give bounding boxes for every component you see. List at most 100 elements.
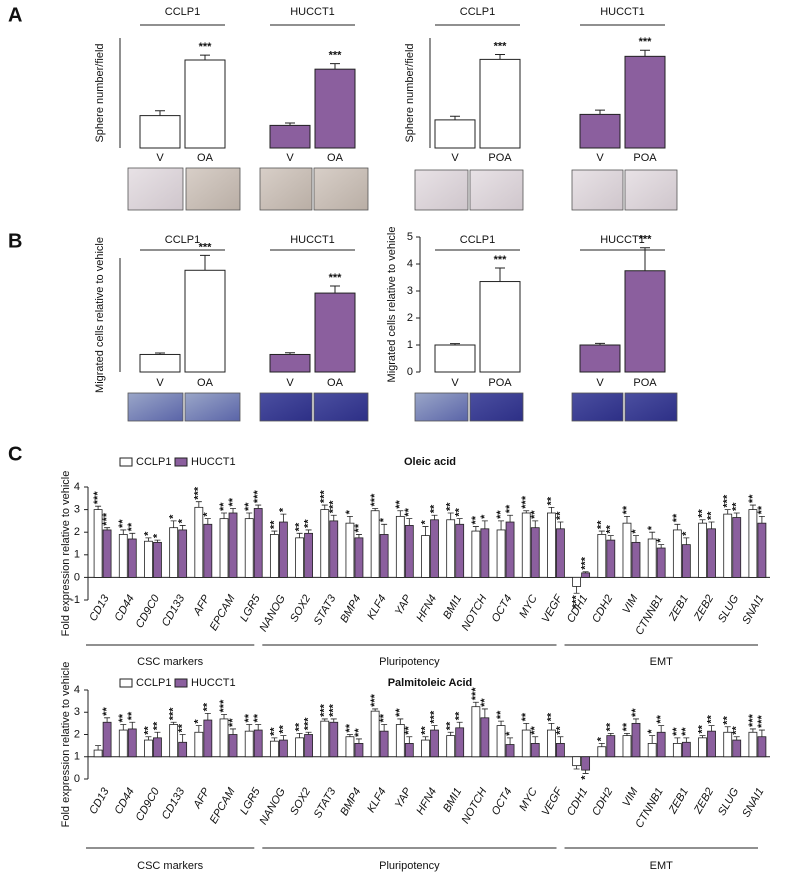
error-bar bbox=[640, 247, 650, 271]
bar bbox=[102, 721, 112, 758]
significance: *** bbox=[494, 40, 508, 52]
significance: ** bbox=[101, 707, 113, 716]
error-bar bbox=[246, 512, 253, 519]
category-label: MYC bbox=[517, 593, 540, 620]
significance: ** bbox=[268, 727, 280, 736]
group-label: HUCCT1 bbox=[600, 234, 645, 246]
error-bar bbox=[221, 512, 228, 519]
group-label: EMT bbox=[650, 860, 674, 872]
bar bbox=[496, 529, 506, 578]
y-axis-label: Fold expression relative to vehicle bbox=[60, 471, 72, 637]
error-bar bbox=[481, 708, 488, 718]
category-label: AFP bbox=[191, 785, 213, 811]
significance: ** bbox=[545, 712, 557, 721]
y-axis-label: Migrated cells relative to vehicle bbox=[386, 227, 398, 383]
category-label: EPCAM bbox=[208, 592, 238, 633]
error-bar bbox=[658, 544, 665, 549]
error-bar bbox=[285, 352, 295, 355]
bar bbox=[144, 540, 153, 578]
group-label: CSC markers bbox=[137, 656, 204, 668]
error-bar bbox=[355, 738, 362, 744]
y-tick-label: 0 bbox=[74, 571, 80, 583]
error-bar bbox=[649, 531, 656, 539]
significance: ** bbox=[302, 519, 314, 528]
group-label: Pluripotency bbox=[379, 656, 440, 668]
significance: ** bbox=[142, 725, 154, 734]
significance: *** bbox=[193, 486, 205, 500]
micrograph bbox=[571, 169, 624, 211]
bar bbox=[757, 522, 767, 578]
bar bbox=[757, 736, 767, 758]
error-bar bbox=[200, 254, 210, 271]
significance: ** bbox=[445, 721, 457, 730]
bar bbox=[707, 730, 716, 758]
chart-title: Palmitoleic Acid bbox=[388, 677, 473, 689]
significance: ** bbox=[671, 513, 683, 522]
significance: *** bbox=[218, 699, 230, 713]
significance: ** bbox=[495, 510, 507, 519]
error-bar bbox=[573, 586, 580, 594]
bar bbox=[446, 735, 456, 758]
legend-swatch bbox=[119, 678, 133, 688]
category-label: YAP bbox=[393, 592, 414, 617]
y-tick-label: 4 bbox=[407, 258, 413, 270]
micrograph bbox=[571, 392, 624, 422]
significance: ** bbox=[293, 722, 305, 731]
bar bbox=[631, 541, 641, 578]
error-bar bbox=[330, 718, 337, 723]
y-axis-label: Fold expression relative to vehicle bbox=[60, 662, 72, 828]
significance: ** bbox=[277, 724, 289, 733]
error-bar bbox=[495, 54, 505, 60]
group-label: HUCCT1 bbox=[290, 6, 335, 18]
bar bbox=[647, 743, 657, 758]
significance: *** bbox=[639, 36, 653, 48]
significance: * bbox=[646, 729, 658, 734]
y-axis-label: Sphere number/field bbox=[94, 43, 106, 142]
error-bar bbox=[649, 735, 656, 744]
significance: ** bbox=[520, 712, 532, 721]
significance: ** bbox=[403, 507, 415, 516]
bar bbox=[139, 353, 181, 373]
bar bbox=[118, 729, 128, 758]
bar bbox=[395, 515, 405, 578]
micrographs bbox=[127, 167, 678, 422]
bar bbox=[556, 743, 565, 758]
category-label: BMI1 bbox=[441, 786, 464, 814]
bar bbox=[314, 68, 356, 149]
significance: * bbox=[151, 533, 163, 538]
category-label: VIM bbox=[620, 785, 641, 809]
micrograph bbox=[469, 169, 524, 211]
category-label: MYC bbox=[517, 786, 540, 813]
error-bar bbox=[285, 122, 295, 126]
significance: * bbox=[504, 731, 516, 736]
significance: ** bbox=[445, 502, 457, 511]
bar bbox=[345, 736, 355, 758]
category-label: VEGF bbox=[540, 785, 566, 818]
error-bar bbox=[321, 504, 328, 510]
bar bbox=[672, 743, 682, 758]
bar bbox=[244, 518, 254, 578]
group-label: Pluripotency bbox=[379, 860, 440, 872]
significance: *** bbox=[571, 595, 583, 609]
error-bar bbox=[330, 514, 337, 521]
category-label: LGR5 bbox=[238, 592, 263, 624]
category-label: POA bbox=[633, 152, 657, 164]
bar bbox=[194, 506, 204, 578]
category-label: STAT3 bbox=[312, 592, 339, 627]
significance: ** bbox=[117, 713, 129, 722]
category-label: V bbox=[451, 152, 459, 164]
error-bar bbox=[305, 731, 312, 735]
significance: * bbox=[419, 520, 431, 525]
category-label: V bbox=[156, 377, 164, 389]
bar bbox=[556, 528, 565, 578]
bar bbox=[329, 721, 339, 758]
error-bar bbox=[195, 501, 202, 508]
significance: ** bbox=[747, 494, 759, 503]
bar bbox=[505, 744, 515, 758]
micrograph bbox=[127, 392, 184, 422]
significance: ** bbox=[218, 502, 230, 511]
error-bar bbox=[145, 537, 152, 542]
error-bar bbox=[495, 267, 505, 282]
error-bar bbox=[447, 512, 454, 520]
category-label: ZEB1 bbox=[666, 593, 691, 624]
